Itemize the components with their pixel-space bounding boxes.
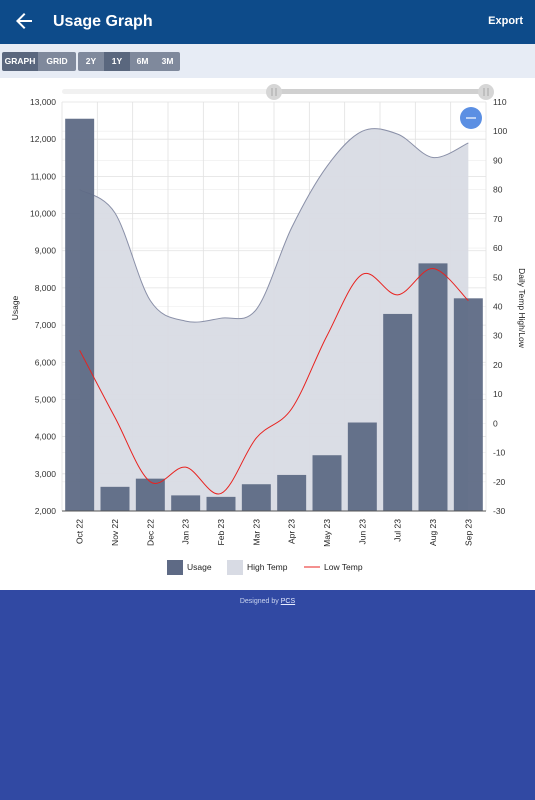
y2-tick-label: 20 — [493, 360, 503, 370]
arrow-left-icon[interactable] — [12, 9, 36, 33]
y2-axis-label: Daily Temp High/Low — [517, 268, 527, 349]
y-tick-label: 5,000 — [35, 394, 57, 404]
legend-swatch-high-temp — [227, 560, 243, 575]
range-slider-left-handle[interactable] — [266, 84, 282, 100]
export-button[interactable]: Export — [488, 15, 523, 27]
usage-bar[interactable] — [453, 298, 483, 511]
legend-item-low-temp[interactable]: Low Temp — [304, 562, 363, 572]
y-tick-label: 8,000 — [35, 283, 57, 293]
y2-tick-label: 10 — [493, 389, 503, 399]
y-tick-label: 9,000 — [35, 246, 57, 256]
y-tick-label: 7,000 — [35, 320, 57, 330]
x-tick-label: Jun 23 — [357, 519, 367, 545]
usage-bar[interactable] — [65, 118, 95, 512]
low-temp-line — [79, 268, 469, 495]
legend-label-high-temp: High Temp — [247, 562, 288, 572]
grid-view-button[interactable]: GRID — [38, 52, 76, 71]
usage-bar[interactable] — [206, 496, 236, 511]
legend-item-usage[interactable]: Usage — [167, 560, 212, 575]
y-tick-label: 4,000 — [35, 432, 57, 442]
high-temp-area — [79, 128, 469, 511]
usage-chart: 2,000 3,000 4,000 5,000 6,000 7,000 8,000 9,000… — [10, 84, 527, 575]
range-2y-button[interactable]: 2Y — [78, 52, 104, 71]
range-3m-button[interactable]: 3M — [155, 52, 180, 71]
y2-tick-label: -20 — [493, 477, 506, 487]
zoom-out-button[interactable] — [460, 107, 482, 129]
usage-bar[interactable] — [241, 484, 271, 511]
range-slider-track-inactive — [62, 89, 274, 94]
footer: Designed by PCS — [0, 598, 535, 605]
range-1y-button[interactable]: 1Y — [104, 52, 130, 71]
y-tick-label: 10,000 — [30, 209, 56, 219]
x-tick-label: May 23 — [322, 519, 332, 547]
usage-bar[interactable] — [277, 474, 307, 511]
y-tick-label: 2,000 — [35, 506, 57, 516]
y2-tick-label: 80 — [493, 185, 503, 195]
usage-bar[interactable] — [171, 495, 201, 511]
legend-swatch-usage — [167, 560, 183, 575]
range-slider-right-handle[interactable] — [478, 84, 494, 100]
x-tick-label: Dec 22 — [145, 519, 155, 546]
x-tick-label: Oct 22 — [75, 519, 85, 544]
y2-tick-label: 60 — [493, 243, 503, 253]
usage-bar[interactable] — [418, 263, 448, 511]
view-toggle: GRAPH GRID — [2, 52, 76, 71]
x-tick-label: Jul 23 — [393, 519, 403, 542]
low-temp-series — [79, 268, 469, 495]
legend-item-high-temp[interactable]: High Temp — [227, 560, 288, 575]
high-temp-series — [79, 128, 469, 511]
legend-label-low-temp: Low Temp — [324, 562, 363, 572]
y2-tick-label: 0 — [493, 418, 498, 428]
app-bar: Usage Graph Export — [0, 0, 535, 44]
x-tick-label: Jan 23 — [181, 519, 191, 545]
chart-area: 2,000 3,000 4,000 5,000 6,000 7,000 8,000 9,000… — [0, 84, 535, 590]
x-tick-label: Sep 23 — [463, 519, 473, 546]
legend-label-usage: Usage — [187, 562, 212, 572]
range-toggle: 2Y 1Y 6M 3M — [78, 52, 180, 71]
axes: 2,000 3,000 4,000 5,000 6,000 7,000 8,000 9,000… — [30, 97, 507, 547]
y-axis-label: Usage — [10, 295, 20, 320]
y-tick-label: 12,000 — [30, 134, 56, 144]
usage-bar[interactable] — [312, 455, 342, 511]
y-tick-label: 13,000 — [30, 97, 56, 107]
range-6m-button[interactable]: 6M — [130, 52, 155, 71]
usage-bars — [65, 118, 483, 512]
y-tick-label: 6,000 — [35, 357, 57, 367]
x-tick-label: Aug 23 — [428, 519, 438, 546]
legend: Usage High Temp Low Temp — [167, 560, 363, 575]
footer-prefix: Designed by — [239, 598, 281, 605]
main-content: GRAPH GRID 2Y 1Y 6M 3M 2,000 3,000 4,000 5,… — [0, 44, 535, 590]
y-tick-label: 11,000 — [31, 171, 57, 181]
graph-view-button[interactable]: GRAPH — [2, 52, 38, 71]
y2-tick-label: 40 — [493, 302, 503, 312]
usage-bar[interactable] — [100, 486, 130, 511]
usage-bar[interactable] — [347, 422, 377, 511]
x-tick-label: Feb 23 — [216, 519, 226, 546]
y2-tick-label: 90 — [493, 155, 503, 165]
usage-bar[interactable] — [383, 313, 413, 511]
range-slider-track-active — [274, 89, 486, 94]
y2-tick-label: 70 — [493, 214, 503, 224]
footer-link[interactable]: PCS — [280, 598, 296, 605]
page-title: Usage Graph — [53, 13, 153, 30]
usage-bar[interactable] — [135, 478, 165, 511]
y-tick-label: 3,000 — [35, 469, 57, 479]
y2-tick-label: -30 — [493, 506, 506, 516]
y2-tick-label: 100 — [493, 126, 507, 136]
x-tick-label: Mar 23 — [251, 519, 261, 546]
y2-tick-label: -10 — [493, 448, 506, 458]
chart-toolbar: GRAPH GRID 2Y 1Y 6M 3M — [0, 44, 535, 78]
x-tick-label: Apr 23 — [287, 519, 297, 544]
x-tick-label: Nov 22 — [110, 519, 120, 546]
range-slider[interactable] — [62, 84, 494, 100]
y2-tick-label: 110 — [493, 97, 507, 107]
high-temp-line — [79, 128, 469, 323]
y2-tick-label: 50 — [493, 272, 503, 282]
y2-tick-label: 30 — [493, 331, 503, 341]
